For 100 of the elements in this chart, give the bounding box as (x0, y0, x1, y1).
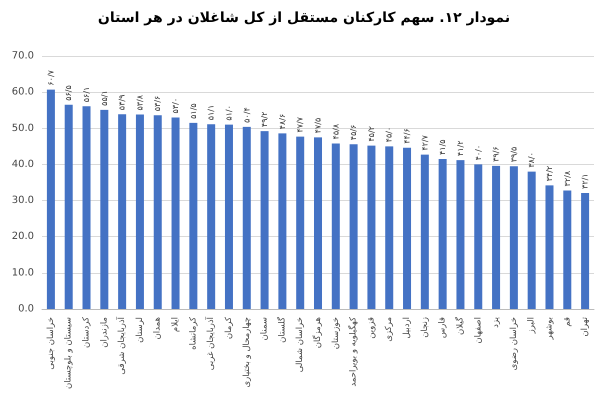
data-label: ۵۱/۵ (188, 103, 198, 119)
data-label: ۵۳/۶ (153, 96, 162, 112)
data-label: ۵۱/۱ (206, 104, 216, 120)
bar (207, 124, 216, 309)
bar (296, 136, 304, 309)
x-tick-label: همدان (152, 317, 163, 340)
bar (367, 146, 376, 309)
y-tick-label: 40.0 (12, 158, 34, 170)
bar (456, 160, 464, 309)
bar (474, 164, 482, 309)
data-label: ۵۳/۰ (171, 98, 180, 114)
data-label: ۴۱/۵ (438, 139, 448, 156)
x-tick-label: سیستان و بلوچستان (64, 317, 74, 389)
data-label: ۴۵/۰ (384, 126, 394, 142)
x-tick-label: گیلان (454, 316, 466, 335)
data-label: ۵۶/۵ (64, 85, 74, 101)
bar (350, 144, 358, 309)
y-tick-label: 10.0 (12, 267, 34, 278)
x-tick-label: زنجان (420, 317, 430, 338)
data-label: ۳۲/۱ (580, 173, 590, 189)
bar (420, 154, 429, 309)
data-label: ۳۹/۶ (492, 146, 501, 162)
data-label: ۴۴/۶ (402, 128, 412, 144)
data-label: ۳۴/۲ (544, 166, 554, 182)
data-label: ۴۵/۶ (349, 124, 358, 140)
bar (46, 90, 55, 309)
bar (385, 146, 394, 309)
x-tick-label: یزد (491, 316, 502, 328)
x-tick-label: مرکزی (384, 317, 394, 342)
bar (172, 117, 180, 309)
bar (154, 115, 162, 309)
x-tick-label: کرمان (224, 316, 234, 340)
data-label: ۴۵/۸ (331, 123, 340, 140)
bar (528, 172, 536, 309)
bar (260, 131, 269, 309)
data-label: ۴۹/۲ (260, 112, 270, 128)
x-tick-label: هرمزگان (312, 317, 323, 348)
bar (224, 124, 233, 309)
data-label: ۵۶/۱ (82, 86, 92, 102)
bar (64, 104, 73, 309)
bar (403, 148, 412, 309)
bar (314, 137, 322, 309)
data-label: ۴۸/۶ (278, 114, 287, 130)
x-tick-label: فارس (438, 317, 448, 338)
bar (189, 122, 198, 309)
data-label: ۶۰/۷ (46, 69, 56, 86)
bar (278, 133, 286, 309)
y-tick-label: 20.0 (12, 231, 34, 242)
bar (492, 166, 500, 309)
data-label: ۵۳/۸ (135, 94, 144, 111)
bar (563, 190, 572, 309)
x-tick-label: چهارمحال و بختیاری (242, 317, 252, 388)
chart-title: نمودار ۱۲. سهم کارکنان مستقل از کل شاغلان در هر استان (98, 10, 510, 26)
x-tick-label: مازندران (99, 317, 110, 348)
y-tick-label: 60.0 (12, 86, 34, 98)
x-tick-label: کرمانشاه (188, 316, 198, 350)
y-tick-label: 70.0 (12, 50, 34, 62)
x-tick-label: خراسان جنوبی (46, 317, 56, 370)
data-label: ۳۲/۸ (562, 170, 572, 186)
x-tick-label: آذربایجان شرقی (116, 316, 128, 375)
data-label: ۳۹/۵ (509, 146, 518, 162)
data-label: ۴۲/۷ (420, 134, 430, 151)
bar (242, 126, 251, 309)
x-tick-label: قزوین (366, 317, 376, 339)
bar (100, 110, 108, 309)
x-tick-label: خراسان شمالی (295, 317, 306, 372)
data-label: ۴۷/۷ (296, 116, 305, 133)
data-label: ۵۳/۹ (118, 94, 127, 110)
data-label: ۵۰/۴ (242, 107, 252, 123)
bar (581, 192, 590, 309)
bar (510, 166, 518, 309)
y-tick-label: 50.0 (12, 122, 34, 134)
bar (118, 114, 126, 309)
x-tick-label: کردستان (82, 316, 92, 348)
bar (438, 159, 447, 309)
x-tick-label: سمنان (260, 317, 270, 340)
bar (136, 114, 144, 309)
x-tick-label: البرز (526, 317, 537, 334)
x-tick-label: آذربایجان غربی (205, 316, 216, 370)
bar (332, 143, 340, 309)
x-tick-label: ایلام (170, 317, 181, 332)
x-tick-label: خراسان رضوی (508, 317, 519, 370)
x-tick-label: خوزستان (330, 317, 341, 350)
data-label: ۴۷/۵ (314, 118, 322, 134)
data-label: ۵۱/۰ (224, 105, 234, 121)
x-tick-label: بوشهر (544, 317, 554, 340)
x-tick-label: قم (562, 317, 572, 327)
bar (82, 106, 91, 309)
data-label: ۳۸/۰ (527, 152, 536, 168)
bar (545, 185, 554, 309)
data-label: ۴۰/۰ (474, 144, 483, 160)
y-tick-label: 0.0 (18, 304, 34, 314)
data-label: ۴۱/۲ (456, 140, 465, 156)
x-tick-label: کهگیلویه و بویراحمد (348, 316, 359, 387)
x-tick-label: گلستان (276, 316, 288, 343)
x-tick-label: اردبیل (402, 317, 412, 339)
data-label: ۵۵/۱ (100, 90, 109, 106)
y-tick-label: 30.0 (12, 195, 34, 206)
x-tick-label: اصفهان (473, 317, 484, 344)
x-tick-label: تهران (580, 316, 590, 337)
